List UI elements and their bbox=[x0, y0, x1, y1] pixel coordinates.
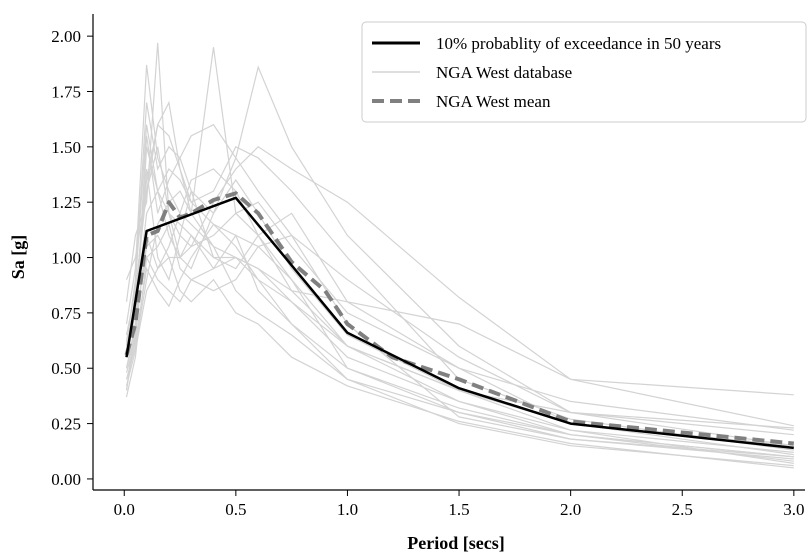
y-tick-label: 0.50 bbox=[51, 359, 81, 378]
series-group bbox=[124, 191, 794, 450]
x-tick-label: 2.5 bbox=[672, 500, 693, 519]
y-axis-title: Sa [g] bbox=[8, 235, 28, 280]
database-record-line-5 bbox=[125, 47, 794, 460]
y-tick-label: 1.50 bbox=[51, 138, 81, 157]
legend-frame bbox=[361, 21, 807, 123]
database-record-line-7 bbox=[125, 168, 794, 396]
y-tick-label: 0.25 bbox=[51, 415, 81, 434]
y-tick-label: 1.75 bbox=[51, 82, 81, 101]
y-tick-label: 2.00 bbox=[51, 27, 81, 46]
database-record-line-4 bbox=[125, 255, 794, 431]
x-tick-label: 3.0 bbox=[783, 500, 804, 519]
x-tick-label: 1.5 bbox=[448, 500, 469, 519]
database-record-line-10 bbox=[125, 64, 794, 467]
database-record-line-12 bbox=[125, 146, 794, 456]
database-record-line-18 bbox=[125, 256, 794, 469]
x-tick-label: 0.0 bbox=[114, 500, 135, 519]
database-record-line-6 bbox=[125, 65, 794, 447]
database-record-line-13 bbox=[125, 123, 794, 458]
database-record-line-9 bbox=[125, 145, 794, 451]
y-tick-label: 0.75 bbox=[51, 304, 81, 323]
legend-label-database: NGA West database bbox=[436, 63, 572, 82]
database-record-line-14 bbox=[125, 222, 794, 436]
y-tick-label: 1.25 bbox=[51, 193, 81, 212]
target-series-line bbox=[125, 196, 794, 450]
axes bbox=[87, 14, 805, 496]
database-record-line-16 bbox=[125, 123, 794, 464]
legend: 10% probablity of exceedance in 50 years… bbox=[361, 21, 807, 123]
y-tick-label: 1.00 bbox=[51, 249, 81, 268]
mean-series-line bbox=[124, 191, 794, 446]
legend-label-mean: NGA West mean bbox=[436, 92, 551, 111]
x-axis-title: Period [secs] bbox=[407, 533, 504, 552]
tick-labels: 0.0 0.5 1.0 1.5 2.0 2.5 3.0 0.00 0.25 0.50 0.75 1.0… bbox=[51, 27, 804, 519]
legend-label-target: 10% probablity of exceedance in 50 years bbox=[436, 34, 721, 53]
x-tick-label: 0.5 bbox=[225, 500, 246, 519]
x-tick-label: 2.0 bbox=[560, 500, 581, 519]
database-record-line-2 bbox=[125, 102, 794, 447]
x-tick-label: 1.0 bbox=[337, 500, 358, 519]
y-tick-label: 0.00 bbox=[51, 470, 81, 489]
